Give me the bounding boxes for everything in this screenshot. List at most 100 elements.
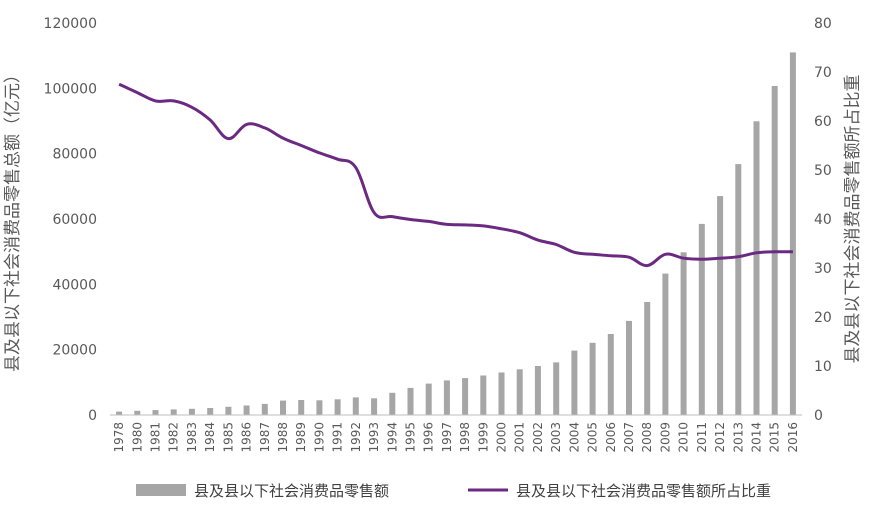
bar-1983 [188, 408, 195, 415]
right-axis-title: 县及县以下社会消费品零售额所占比重 [843, 75, 863, 364]
right-axis-ticks: 0 10 20 30 40 50 60 70 80 [814, 16, 832, 424]
bar-2002 [534, 366, 541, 415]
left-axis-ticks: 0 20000 40000 60000 80000 100000 120000 [44, 16, 97, 424]
left-tick-label: 40000 [52, 277, 97, 293]
left-tick-label: 120000 [44, 16, 97, 32]
bar-2014 [753, 121, 760, 416]
bar-1991 [334, 399, 341, 415]
bar-1990 [316, 400, 323, 415]
category-tick-label: 1981 [149, 422, 163, 453]
category-tick-label: 2012 [713, 422, 727, 453]
right-tick-label: 80 [814, 16, 832, 32]
bar-2012 [717, 196, 724, 415]
bar-1984 [207, 408, 214, 415]
right-tick-label: 70 [814, 65, 832, 81]
bar-2004 [571, 350, 578, 415]
legend-bar-swatch [136, 484, 186, 496]
category-tick-label: 1999 [476, 422, 490, 453]
bar-1988 [280, 400, 286, 415]
category-tick-label: 1990 [312, 422, 326, 453]
right-tick-label: 60 [814, 114, 832, 130]
category-ticks: 1978 1980 1981 1982 1983 1984 1985 1986 1987 1988… [112, 422, 800, 453]
bar-series [116, 52, 796, 416]
category-tick-label: 1989 [294, 422, 308, 453]
category-tick-label: 2008 [640, 422, 654, 453]
bar-1985 [225, 406, 232, 415]
legend: 县及县以下社会消费品零售额 县及县以下社会消费品零售额所占比重 [136, 482, 771, 500]
bar-1994 [389, 392, 396, 415]
bar-1992 [352, 397, 359, 415]
category-tick-label: 1992 [349, 422, 363, 453]
right-tick-label: 10 [814, 359, 832, 375]
bar-1986 [243, 405, 250, 415]
category-tick-label: 2003 [549, 422, 563, 453]
legend-line-label: 县及县以下社会消费品零售额所占比重 [516, 482, 771, 500]
bar-1999 [480, 375, 487, 415]
category-tick-label: 1987 [258, 422, 272, 453]
bar-2008 [644, 302, 651, 415]
line-series [118, 82, 793, 268]
category-tick-label: 2011 [695, 422, 709, 453]
bar-2013 [735, 164, 742, 415]
right-tick-label: 50 [814, 163, 832, 179]
bar-2009 [662, 273, 669, 415]
bar-2011 [698, 223, 705, 415]
category-tick-label: 1995 [404, 422, 418, 453]
right-tick-label: 40 [814, 212, 832, 228]
category-tick-label: 1998 [458, 422, 472, 453]
category-tick-label: 2004 [567, 422, 581, 453]
category-tick-label: 1994 [385, 422, 399, 453]
category-tick-label: 2010 [677, 422, 691, 453]
category-tick-label: 1988 [276, 422, 290, 453]
bar-1989 [298, 400, 305, 415]
bar-2016 [789, 52, 796, 416]
category-tick-label: 2006 [604, 422, 618, 453]
left-tick-label: 100000 [44, 81, 97, 97]
bar-2006 [607, 334, 614, 415]
category-tick-label: 1991 [331, 422, 345, 453]
category-tick-label: 2016 [786, 422, 800, 453]
bar-2003 [553, 362, 560, 415]
bar-1995 [407, 387, 414, 415]
bar-1982 [170, 409, 177, 415]
category-tick-label: 1996 [422, 422, 436, 453]
left-tick-label: 80000 [52, 147, 97, 163]
bar-1996 [425, 383, 432, 415]
right-tick-label: 20 [814, 310, 832, 326]
category-tick-label: 1982 [167, 422, 181, 453]
bar-2001 [516, 369, 523, 415]
legend-bar-label: 县及县以下社会消费品零售额 [194, 482, 389, 500]
category-tick-label: 2013 [731, 422, 745, 453]
left-tick-label: 60000 [52, 212, 97, 228]
left-tick-label: 20000 [52, 343, 97, 359]
bar-1978 [116, 411, 123, 415]
category-tick-label: 2009 [658, 422, 672, 453]
category-tick-label: 2007 [622, 422, 636, 453]
bar-1997 [443, 380, 450, 415]
bar-1998 [462, 378, 469, 415]
bar-1980 [134, 410, 141, 415]
category-tick-label: 1983 [185, 422, 199, 453]
category-tick-label: 1984 [203, 422, 217, 453]
category-tick-label: 2014 [750, 422, 764, 453]
category-tick-label: 1986 [240, 422, 254, 453]
bar-2005 [589, 342, 596, 415]
bar-2010 [680, 252, 687, 415]
left-axis-title: 县及县以下社会消费品零售总额（亿元） [3, 66, 23, 372]
category-tick-label: 1985 [221, 422, 235, 453]
bar-2007 [626, 320, 632, 415]
bar-1987 [261, 403, 268, 415]
category-tick-label: 2002 [531, 422, 545, 453]
left-tick-label: 0 [88, 408, 97, 424]
bar-1981 [152, 410, 159, 415]
category-tick-label: 1980 [130, 422, 144, 453]
bar-1993 [371, 398, 378, 415]
category-tick-label: 1978 [112, 422, 126, 453]
category-tick-label: 1997 [440, 422, 454, 453]
category-tick-label: 2015 [768, 422, 782, 453]
right-tick-label: 0 [814, 408, 823, 424]
category-tick-label: 2001 [513, 422, 527, 453]
category-tick-label: 2005 [586, 422, 600, 453]
